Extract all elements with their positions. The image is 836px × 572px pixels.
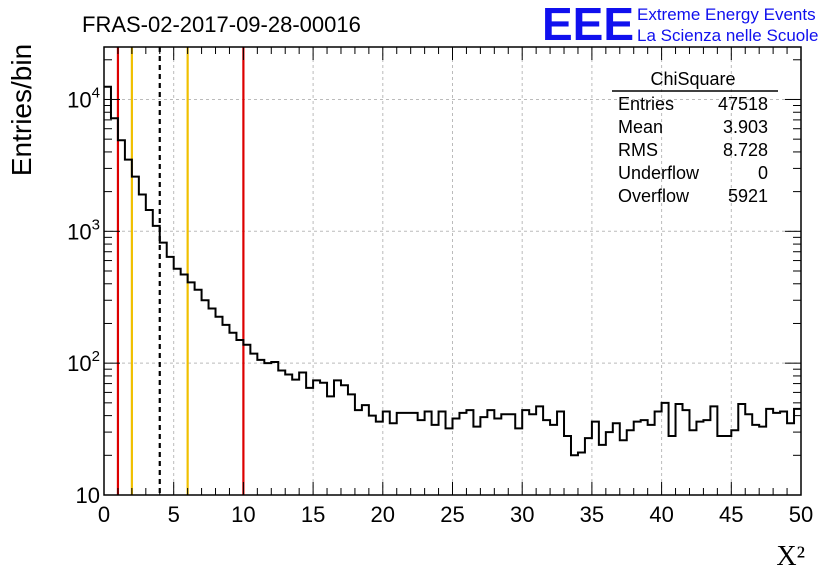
y-tick-label: 103 <box>67 216 100 244</box>
y-tick-label: 104 <box>67 84 100 112</box>
histogram-line <box>104 85 801 457</box>
stats-label: Overflow <box>618 186 690 206</box>
stats-value: 0 <box>758 163 768 183</box>
chart-title: FRAS-02-2017-09-28-00016 <box>82 12 361 37</box>
logo-line1: Extreme Energy Events <box>637 5 816 24</box>
stats-box: ChiSquare Entries 47518 Mean 3.903 RMS 8… <box>612 69 778 206</box>
stats-label: RMS <box>618 140 658 160</box>
stats-value: 5921 <box>728 186 768 206</box>
x-tick-label: 50 <box>789 502 813 527</box>
x-tick-label: 40 <box>649 502 673 527</box>
stats-row: Underflow 0 <box>618 163 768 183</box>
y-ticks: 10 102 103 104 <box>67 59 801 508</box>
stats-row: Overflow 5921 <box>618 186 768 206</box>
x-tick-label: 0 <box>98 502 110 527</box>
logo-mark: EEE <box>542 0 634 50</box>
stats-value: 47518 <box>718 94 768 114</box>
x-tick-label: 25 <box>440 502 464 527</box>
stats-label: Entries <box>618 94 674 114</box>
x-tick-label: 35 <box>580 502 604 527</box>
stats-row: Mean 3.903 <box>618 117 768 137</box>
y-tick-label: 10 <box>76 483 100 508</box>
stats-value: 8.728 <box>723 140 768 160</box>
x-tick-label: 15 <box>301 502 325 527</box>
stats-label: Mean <box>618 117 663 137</box>
x-ticks: 0 5 10 15 20 25 30 35 40 45 50 <box>98 47 813 527</box>
x-tick-label: 45 <box>719 502 743 527</box>
stats-row: RMS 8.728 <box>618 140 768 160</box>
logo-line2: La Scienza nelle Scuole <box>637 26 818 45</box>
x-tick-label: 5 <box>168 502 180 527</box>
y-axis-label: Entries/bin <box>6 44 37 176</box>
stats-row: Entries 47518 <box>618 94 768 114</box>
stats-title: ChiSquare <box>650 69 735 89</box>
y-tick-label: 102 <box>67 348 100 376</box>
x-tick-label: 10 <box>231 502 255 527</box>
x-axis-label: X² <box>776 541 805 572</box>
stats-value: 3.903 <box>723 117 768 137</box>
x-tick-label: 20 <box>371 502 395 527</box>
eee-logo: EEE Extreme Energy Events La Scienza nel… <box>542 0 818 50</box>
x-tick-label: 30 <box>510 502 534 527</box>
stats-label: Underflow <box>618 163 700 183</box>
